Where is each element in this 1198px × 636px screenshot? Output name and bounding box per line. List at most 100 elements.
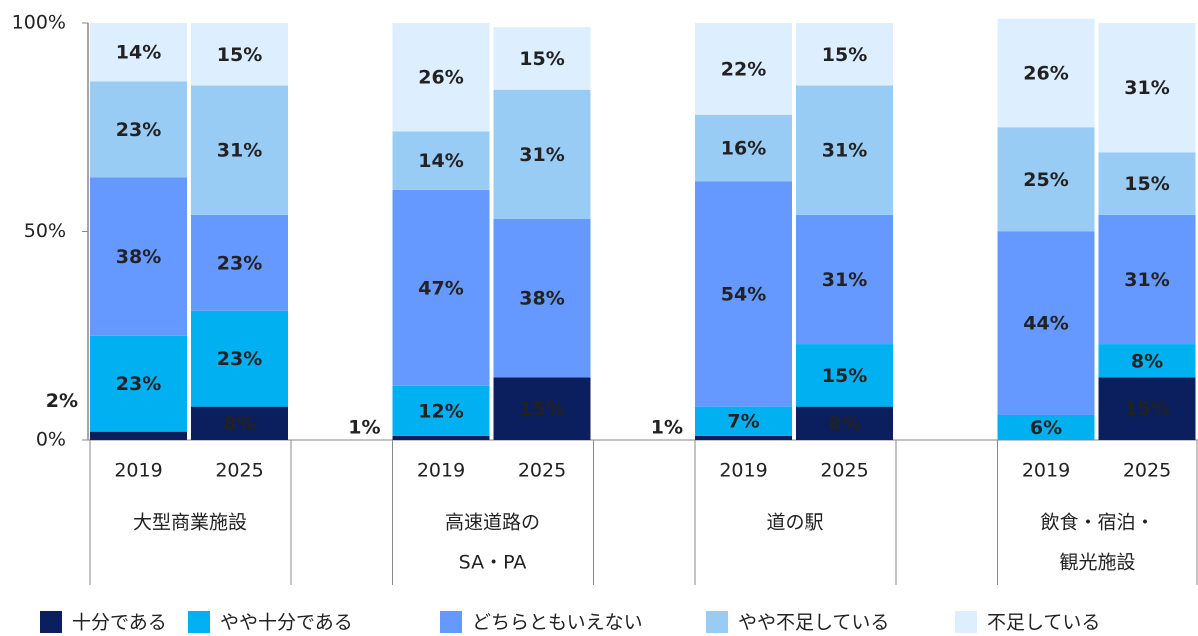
value-label: 8%	[223, 413, 255, 435]
bar-segment	[695, 181, 792, 407]
y-tick-label: 0%	[36, 429, 66, 451]
x-tick-label: 2025	[1123, 460, 1171, 482]
value-label: 14%	[116, 42, 161, 64]
bar-segment	[493, 27, 591, 90]
bar-segment	[191, 23, 288, 86]
legend-swatch	[188, 611, 210, 633]
bar-segment	[796, 23, 893, 86]
bar-segment	[796, 344, 893, 407]
x-tick-label: 2019	[417, 460, 465, 482]
bar-segment	[796, 406, 893, 440]
x-tick-label: 2019	[1022, 460, 1070, 482]
bar-segment	[1098, 377, 1196, 440]
bar-segment	[796, 85, 893, 215]
value-label: 31%	[217, 140, 262, 162]
legend-label: 十分である	[72, 612, 167, 634]
legend-swatch	[955, 611, 977, 633]
value-label: 8%	[1131, 350, 1163, 372]
bar-segment	[695, 406, 792, 436]
value-label: 14%	[418, 150, 463, 172]
legend-label: どちらともいえない	[472, 612, 643, 634]
group-label: 観光施設	[1059, 552, 1135, 574]
value-label: 15%	[822, 44, 867, 66]
value-label: 31%	[822, 269, 867, 291]
group-label: 飲食・宿泊・	[1040, 512, 1154, 534]
value-label: 7%	[727, 411, 759, 433]
legend-swatch	[40, 611, 62, 633]
value-label: 31%	[822, 140, 867, 162]
value-label: 38%	[519, 288, 564, 310]
bar-segment	[997, 127, 1095, 232]
legend-swatch	[440, 611, 462, 633]
group-label: 大型商業施設	[133, 512, 247, 534]
bar-segment	[191, 85, 288, 215]
bar-segment	[695, 23, 792, 115]
bar-segment	[392, 23, 490, 132]
value-label: 15%	[1124, 173, 1169, 195]
value-label: 15%	[519, 48, 564, 70]
bar-segment	[493, 377, 591, 440]
bar-segment	[1098, 344, 1196, 378]
bar-segment	[90, 81, 187, 178]
bar-segment	[1098, 23, 1196, 153]
bar-segment	[695, 435, 792, 440]
bar-segment	[90, 177, 187, 336]
bar-segment	[191, 406, 288, 440]
value-label: 16%	[721, 138, 766, 160]
bar-segment	[392, 131, 490, 190]
bar-segment	[90, 431, 187, 440]
bar-segment	[1098, 152, 1196, 215]
bar-segment	[796, 214, 893, 345]
bar-segment	[90, 23, 187, 82]
bar-segment	[392, 435, 490, 440]
bar-segment	[997, 18, 1095, 128]
value-label: 15%	[217, 44, 262, 66]
value-label: 23%	[217, 252, 262, 274]
legend-label: やや不足している	[738, 612, 889, 634]
bar-segment	[997, 231, 1095, 415]
bar-segment	[1098, 214, 1196, 345]
value-label: 47%	[418, 277, 463, 299]
value-label: 1%	[348, 416, 380, 438]
value-label: 22%	[721, 58, 766, 80]
x-tick-label: 2025	[518, 460, 566, 482]
value-label: 31%	[519, 144, 564, 166]
value-label: 44%	[1023, 313, 1068, 335]
bar-segment	[191, 310, 288, 407]
y-tick-label: 50%	[24, 220, 66, 242]
legend-swatch	[706, 611, 728, 633]
value-label: 15%	[519, 398, 564, 420]
value-label: 26%	[1023, 63, 1068, 85]
bar-segment	[90, 335, 187, 432]
legend-label: やや十分である	[220, 612, 353, 634]
value-label: 31%	[1124, 77, 1169, 99]
bar-segment	[191, 214, 288, 311]
bar-segment	[392, 189, 490, 386]
value-label: 23%	[116, 119, 161, 141]
value-label: 8%	[828, 413, 860, 435]
value-label: 23%	[116, 373, 161, 395]
value-label: 25%	[1023, 169, 1068, 191]
bar-segment	[493, 218, 591, 378]
value-label: 6%	[1030, 417, 1062, 439]
y-tick-label: 100%	[12, 12, 66, 34]
bar-segment	[493, 89, 591, 219]
group-label: SA・PA	[459, 552, 527, 574]
value-label: 15%	[1124, 398, 1169, 420]
x-tick-label: 2025	[215, 460, 263, 482]
legend-label: 不足している	[987, 612, 1100, 634]
bar-segment	[997, 414, 1095, 440]
x-tick-label: 2025	[820, 460, 868, 482]
value-label: 38%	[116, 246, 161, 268]
value-label: 26%	[418, 67, 463, 89]
bar-segment	[695, 114, 792, 182]
value-label: 2%	[46, 390, 78, 412]
x-tick-label: 2019	[114, 460, 162, 482]
value-label: 23%	[217, 348, 262, 370]
value-label: 12%	[418, 400, 463, 422]
value-label: 31%	[1124, 269, 1169, 291]
group-label: 道の駅	[766, 512, 823, 534]
x-tick-label: 2019	[719, 460, 767, 482]
